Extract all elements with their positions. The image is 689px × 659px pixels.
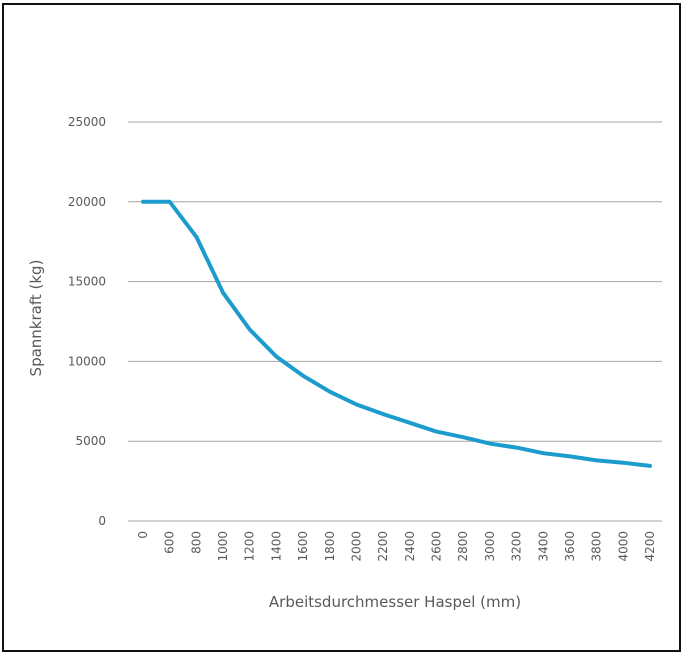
x-tick-label: 1200 — [243, 531, 257, 562]
x-tick-label: 2000 — [349, 531, 363, 562]
x-tick-label: 2800 — [456, 531, 470, 562]
y-tick-label: 0 — [98, 514, 106, 528]
x-tick-label: 600 — [163, 531, 177, 554]
x-tick-label: 2600 — [430, 531, 444, 562]
x-tick-label: 3000 — [483, 531, 497, 562]
y-tick-label: 10000 — [68, 354, 106, 368]
x-tick-label: 1400 — [269, 531, 283, 562]
x-tick-label: 1000 — [216, 531, 230, 562]
x-tick-label: 800 — [189, 531, 203, 554]
x-tick-label: 2400 — [403, 531, 417, 562]
series-line — [141, 199, 652, 468]
y-tick-label: 5000 — [75, 434, 106, 448]
x-tick-label: 1600 — [296, 531, 310, 562]
y-tick-label: 25000 — [68, 115, 106, 129]
y-tick-label: 15000 — [68, 275, 106, 289]
x-tick-label: 2200 — [376, 531, 390, 562]
x-tick-label: 3800 — [590, 531, 604, 562]
x-tick-label: 3400 — [536, 531, 550, 562]
x-tick-label: 4200 — [643, 531, 657, 562]
y-axis-ticks: 0 5000 10000 15000 20000 25000 — [68, 115, 106, 528]
x-tick-label: 1800 — [323, 531, 337, 562]
series-group — [141, 199, 652, 468]
x-tick-label: 3600 — [563, 531, 577, 562]
x-tick-label: 3200 — [510, 531, 524, 562]
x-tick-label: 4000 — [616, 531, 630, 562]
y-tick-label: 20000 — [68, 195, 106, 209]
x-axis-ticks: 0 600 800 1000 1200 1400 1600 1800 2000 2200 2400 2… — [136, 531, 657, 562]
chart-frame — [2, 3, 681, 652]
x-axis-title: Arbeitsdurchmesser Haspel (mm) — [269, 593, 521, 611]
y-axis-title: Spannkraft (kg) — [27, 260, 45, 377]
gridlines — [128, 121, 662, 522]
x-tick-label: 0 — [136, 531, 150, 539]
